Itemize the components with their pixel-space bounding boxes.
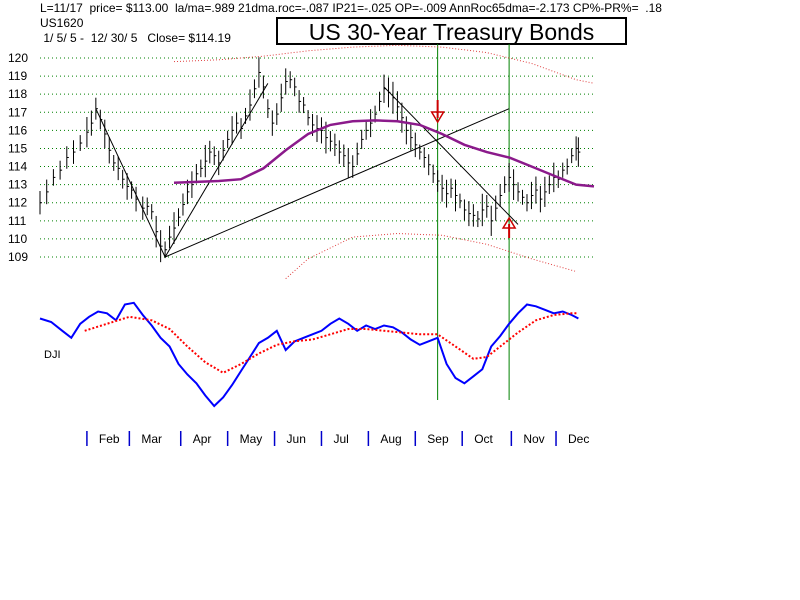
moving-average-line — [173, 119, 595, 188]
indicator-moving-average — [84, 312, 579, 374]
y-tick-label: 109 — [8, 250, 28, 264]
stats-line: L=11/17 price= $113.00 la/ma=.989 21dma.… — [40, 1, 662, 15]
buy-signal-arrow-head — [501, 216, 517, 229]
y-tick-label: 120 — [8, 51, 28, 65]
y-tick-label: 119 — [8, 69, 27, 83]
y-tick-label: 111 — [8, 214, 27, 228]
lower-band-line — [285, 232, 577, 280]
y-tick-label: 117 — [8, 105, 27, 119]
trendline — [95, 108, 166, 258]
y-tick-label: 115 — [8, 141, 27, 155]
y-tick-label: 112 — [8, 196, 27, 210]
trendline — [164, 83, 269, 258]
trendline — [164, 108, 510, 258]
month-label: Sep — [427, 432, 449, 446]
upper-band-line — [173, 44, 595, 84]
month-label: Mar — [141, 432, 162, 446]
month-label: Apr — [193, 432, 212, 446]
month-label: May — [240, 432, 263, 446]
y-tick-label: 113 — [8, 178, 27, 192]
month-label: Aug — [380, 432, 401, 446]
month-label: Jul — [333, 432, 348, 446]
indicator-line — [39, 301, 579, 408]
y-tick-label: 114 — [8, 160, 27, 174]
month-label: Feb — [99, 432, 120, 446]
date-range-close: 1/ 5/ 5 - 12/ 30/ 5 Close= $114.19 — [40, 31, 231, 45]
month-label: Nov — [523, 432, 544, 446]
month-label: Dec — [568, 432, 589, 446]
y-tick-label: 110 — [8, 232, 27, 246]
month-label: Oct — [474, 432, 493, 446]
y-tick-label: 118 — [8, 87, 27, 101]
ticker-symbol: US1620 — [40, 16, 84, 30]
y-tick-label: 116 — [8, 123, 27, 137]
chart-title: US 30-Year Treasury Bonds — [276, 17, 627, 45]
month-label: Jun — [287, 432, 306, 446]
sell-signal-arrow-head — [430, 111, 445, 124]
indicator-label: DJI — [44, 349, 61, 361]
